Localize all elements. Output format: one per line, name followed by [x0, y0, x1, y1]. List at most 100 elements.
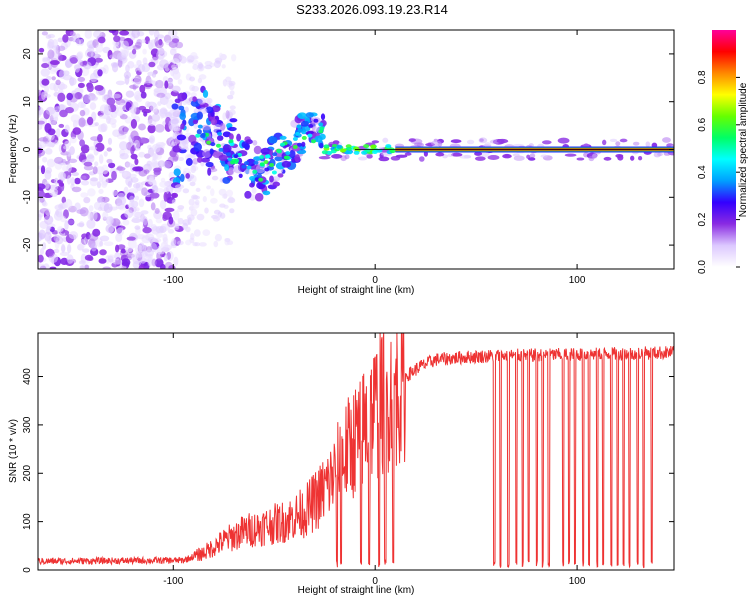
spectrogram-blob — [60, 243, 66, 254]
spectrogram-blob — [246, 158, 256, 167]
spectrogram-blob — [632, 141, 640, 146]
spectrogram-blob — [155, 225, 164, 234]
spectrogram-blob — [370, 144, 377, 149]
spectrogram-blob — [153, 88, 161, 93]
spectrogram-blob — [41, 63, 50, 69]
spectrogram-blob — [76, 52, 83, 61]
spectrogram-blob — [166, 251, 174, 261]
spectrogram-blob — [231, 158, 237, 163]
spectrogram-blob — [206, 140, 212, 145]
spectrogram-blob — [137, 64, 146, 73]
spectrogram-blob — [540, 154, 548, 158]
spectrogram-blob — [487, 155, 500, 160]
spectrogram-blob — [195, 133, 201, 138]
spectrogram-blob — [77, 101, 85, 109]
spectrogram-blob — [38, 137, 49, 142]
spectrogram-blob — [54, 204, 64, 211]
spectrogram-blob — [62, 34, 69, 43]
spectrogram-blob — [154, 40, 164, 49]
spectrogram-blob — [192, 157, 199, 165]
spectrogram-blob — [318, 142, 324, 149]
spectrogram-blob — [205, 106, 214, 114]
spectrogram-blob — [58, 69, 67, 79]
spectrogram-blob — [202, 149, 212, 159]
spectrogram-blob — [238, 173, 243, 178]
spectrogram-blob — [225, 110, 230, 119]
y-tick-label: 0 — [22, 567, 33, 573]
spectrogram-blob — [142, 216, 148, 226]
spectrogram-blob — [112, 259, 123, 265]
spectrogram-blob — [108, 30, 117, 34]
spectrogram-blob — [86, 219, 96, 229]
spectrogram-blob — [202, 229, 211, 236]
spectrogram-blob — [229, 105, 236, 110]
spectrogram-blob — [151, 258, 157, 267]
spectrogram-blob — [133, 183, 141, 189]
spectrogram-blob — [66, 92, 74, 101]
spectrogram-blob — [134, 158, 139, 166]
spectrogram-blob — [180, 123, 185, 130]
spectrogram-blob — [378, 156, 390, 162]
spectrogram-blob — [303, 121, 309, 125]
spectrogram-blob — [185, 173, 190, 179]
spectrogram-blob — [336, 144, 343, 149]
spectrogram-blob — [177, 205, 185, 210]
spectrogram-blob — [211, 175, 219, 181]
spectrogram-blob — [98, 188, 104, 194]
spectrogram-blob — [609, 138, 618, 143]
colorbar-tick-label: 0.2 — [697, 212, 708, 226]
y-tick-label: 300 — [22, 416, 33, 433]
spectrogram-blob — [130, 118, 138, 129]
spectrogram-blob — [212, 216, 220, 222]
spectrogram-blob — [135, 250, 144, 258]
spectrogram-blob — [188, 134, 197, 144]
spectrogram-blob — [254, 192, 264, 202]
spectrogram-blob — [80, 175, 87, 180]
spectrogram-blob — [99, 240, 104, 247]
spectrogram-blob — [76, 209, 87, 215]
spectrogram-blob — [48, 187, 59, 196]
spectrogram-blob — [177, 92, 186, 102]
spectrogram-blob — [105, 216, 114, 226]
spectrogram-blob — [157, 160, 166, 167]
spectrogram-blob — [231, 54, 237, 62]
spectrogram-blob — [150, 202, 156, 211]
spectrogram-blob — [38, 254, 44, 263]
spectrogram-blob — [645, 141, 651, 147]
spectrogram-blob — [178, 54, 184, 60]
spectrogram-blob — [99, 235, 110, 242]
spectrogram-blob — [77, 82, 85, 89]
spectrogram-blob — [180, 173, 185, 183]
spectrogram-blob — [271, 176, 280, 182]
spectrogram-blob — [148, 30, 155, 36]
spectrogram-blob — [260, 147, 271, 155]
spectrogram-blob — [82, 248, 90, 253]
spectrogram-blob — [142, 227, 152, 234]
spectrogram-blob — [297, 142, 302, 147]
spectrogram-blob — [159, 109, 165, 119]
spectrogram-blob — [124, 74, 130, 85]
spectrogram-blob — [178, 141, 189, 150]
spectrogram-blob — [51, 45, 59, 51]
spectrogram-blob — [80, 144, 90, 154]
spectrogram-blob — [296, 124, 302, 129]
spectrogram-blob — [68, 77, 77, 86]
spectrogram-blob — [197, 62, 203, 69]
spectrogram-blob — [189, 76, 195, 82]
spectrogram-blob — [77, 76, 86, 82]
spectrogram-blob — [78, 260, 86, 265]
spectrogram-blob — [103, 241, 114, 247]
spectrogram-blob — [662, 137, 671, 143]
spectrogram-blob — [192, 64, 199, 71]
spectrogram-blob — [357, 156, 368, 161]
spectrogram-blob — [178, 156, 184, 162]
spectrogram-blob — [154, 258, 164, 268]
spectrogram-blob — [218, 147, 224, 152]
spectrogram-blob — [112, 93, 121, 99]
spectrogram-blob — [132, 211, 138, 217]
spectrogram-blob — [217, 131, 223, 136]
spectrogram-blob — [62, 145, 70, 150]
spectrogram-blob — [74, 177, 81, 185]
y-tick-label: -20 — [22, 237, 33, 252]
y-tick-label: 0 — [22, 146, 33, 152]
